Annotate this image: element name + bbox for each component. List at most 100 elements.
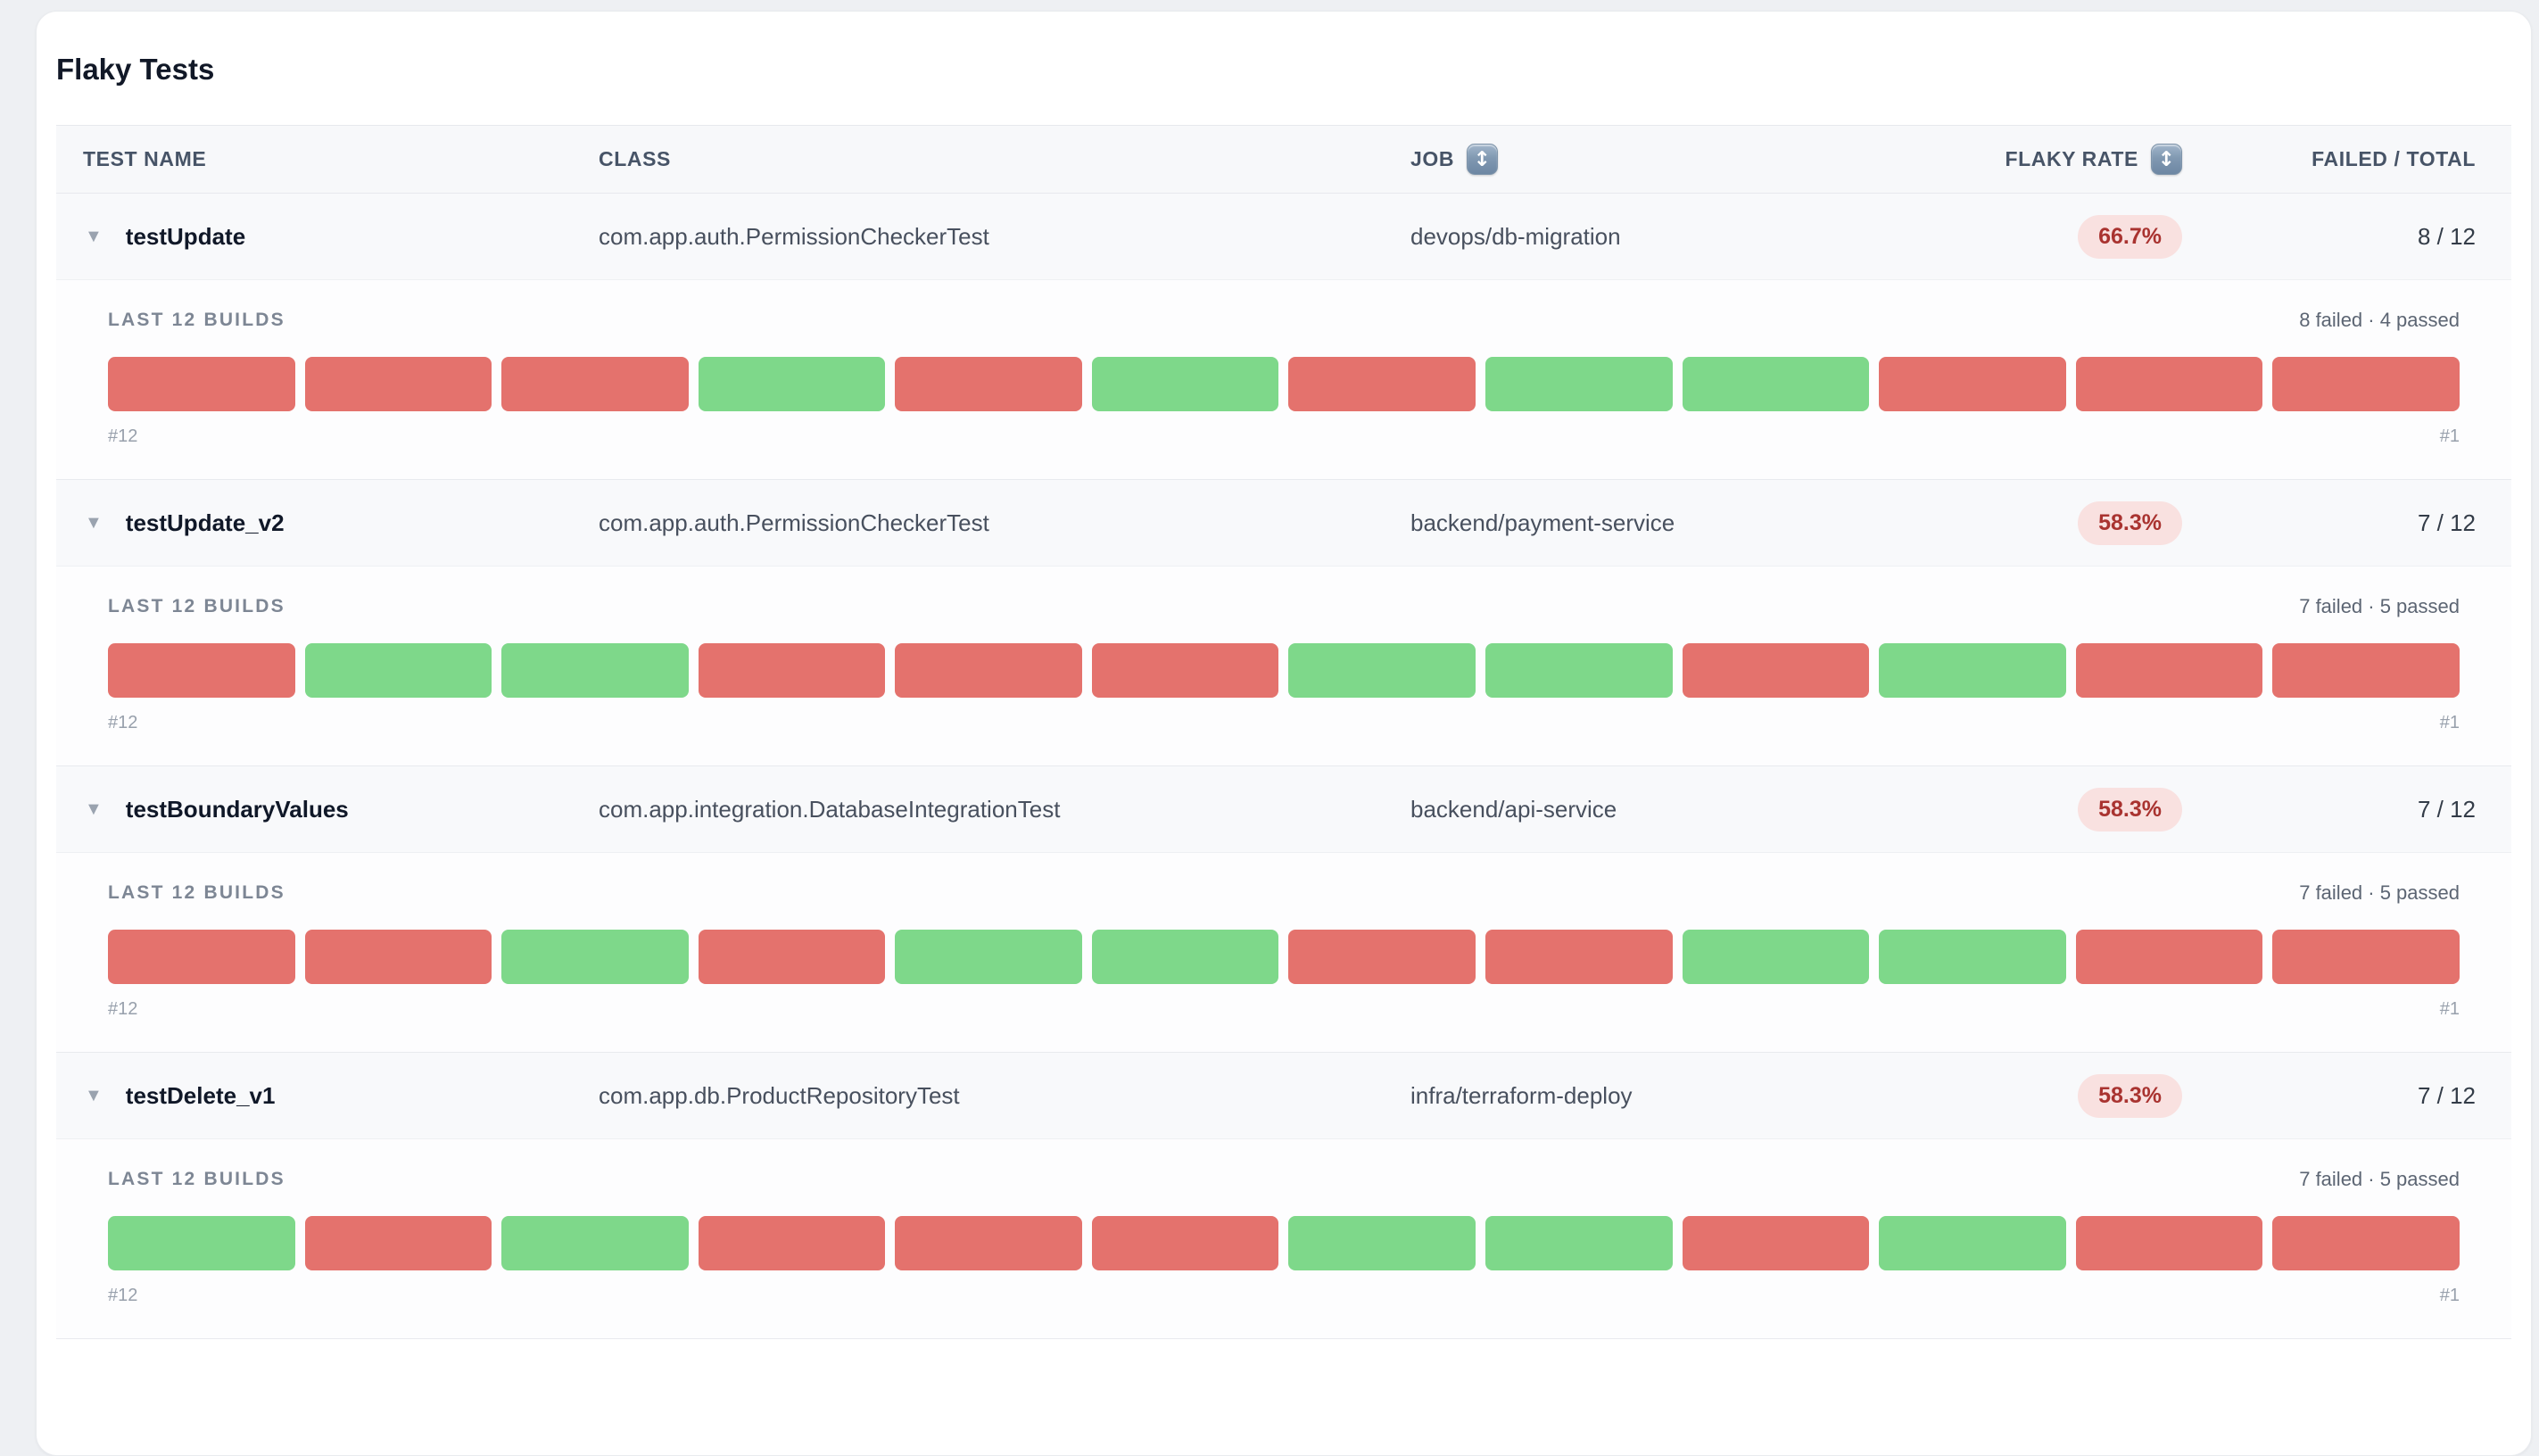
build-history-panel: LAST 12 BUILDS 7 failed · 5 passed #12 #…	[56, 853, 2511, 1053]
collapse-caret-icon[interactable]: ▼	[85, 227, 103, 246]
test-name: testBoundaryValues	[125, 795, 349, 823]
build-bar-passed[interactable]	[1091, 930, 1279, 984]
flaky-rate-badge: 58.3%	[2078, 787, 2182, 831]
build-bar-passed[interactable]	[501, 1216, 689, 1270]
build-bar-failed[interactable]	[501, 357, 689, 411]
job-name: backend/api-service	[1410, 795, 1617, 823]
build-bars	[108, 930, 2460, 984]
column-header-job[interactable]: JOB ↕	[1384, 144, 1892, 175]
sort-icon[interactable]: ↕	[1467, 144, 1499, 175]
flaky-tests-card: Flaky Tests TEST NAME CLASS JOB ↕ FLAKY …	[36, 11, 2532, 1456]
first-build-number: #12	[108, 713, 138, 732]
last-build-number: #1	[2439, 999, 2460, 1019]
test-class: com.app.auth.PermissionCheckerTest	[599, 509, 989, 536]
flaky-rate-badge: 66.7%	[2078, 214, 2182, 259]
last-build-number: #1	[2439, 426, 2460, 446]
test-name: testUpdate_v2	[125, 509, 285, 536]
build-bar-failed[interactable]	[2272, 643, 2460, 698]
table-header-row: TEST NAME CLASS JOB ↕ FLAKY RATE ↕ FAILE…	[56, 125, 2511, 194]
failed-total-value: 7 / 12	[2417, 1081, 2476, 1109]
build-bar-passed[interactable]	[1879, 643, 2066, 698]
history-summary: 7 failed · 5 passed	[2299, 595, 2460, 617]
build-bar-passed[interactable]	[698, 357, 886, 411]
build-bar-passed[interactable]	[1288, 643, 1476, 698]
column-header-test-name: TEST NAME	[56, 147, 572, 171]
build-bar-failed[interactable]	[2075, 1216, 2263, 1270]
history-label: LAST 12 BUILDS	[108, 1169, 285, 1189]
build-bar-passed[interactable]	[1288, 1216, 1476, 1270]
build-bar-passed[interactable]	[1485, 1216, 1673, 1270]
build-bar-passed[interactable]	[1879, 930, 2066, 984]
build-bar-passed[interactable]	[895, 930, 1082, 984]
collapse-caret-icon[interactable]: ▼	[85, 513, 103, 533]
collapse-caret-icon[interactable]: ▼	[85, 1086, 103, 1105]
build-bar-failed[interactable]	[2075, 930, 2263, 984]
history-summary: 7 failed · 5 passed	[2299, 881, 2460, 904]
build-bar-failed[interactable]	[895, 1216, 1082, 1270]
table-row[interactable]: ▼ testDelete_v1 com.app.db.ProductReposi…	[56, 1053, 2511, 1139]
build-bar-failed[interactable]	[108, 357, 295, 411]
column-header-label: JOB	[1410, 147, 1455, 170]
build-bars	[108, 357, 2460, 411]
history-label: LAST 12 BUILDS	[108, 310, 285, 330]
build-bar-passed[interactable]	[1682, 357, 1870, 411]
build-bar-passed[interactable]	[304, 643, 492, 698]
last-build-number: #1	[2439, 713, 2460, 732]
build-bar-failed[interactable]	[1091, 1216, 1279, 1270]
build-bar-failed[interactable]	[895, 357, 1082, 411]
test-name: testDelete_v1	[125, 1081, 276, 1109]
test-name: testUpdate	[125, 222, 246, 250]
build-bar-failed[interactable]	[2272, 1216, 2460, 1270]
build-bar-failed[interactable]	[698, 643, 886, 698]
collapse-caret-icon[interactable]: ▼	[85, 799, 103, 819]
first-build-number: #12	[108, 1286, 138, 1305]
build-bar-passed[interactable]	[1682, 930, 1870, 984]
build-bar-passed[interactable]	[108, 1216, 295, 1270]
build-bar-failed[interactable]	[304, 1216, 492, 1270]
build-bar-failed[interactable]	[1682, 643, 1870, 698]
table-row[interactable]: ▼ testUpdate_v2 com.app.auth.PermissionC…	[56, 480, 2511, 567]
build-bar-failed[interactable]	[895, 643, 1082, 698]
build-bar-failed[interactable]	[1485, 930, 1673, 984]
test-class: com.app.auth.PermissionCheckerTest	[599, 222, 989, 250]
column-header-flaky-rate[interactable]: FLAKY RATE ↕	[1892, 144, 2182, 175]
build-bar-passed[interactable]	[501, 643, 689, 698]
failed-total-value: 8 / 12	[2417, 222, 2476, 250]
job-name: infra/terraform-deploy	[1410, 1081, 1633, 1109]
build-bar-passed[interactable]	[1879, 1216, 2066, 1270]
build-bar-failed[interactable]	[698, 1216, 886, 1270]
build-bar-failed[interactable]	[304, 930, 492, 984]
build-bar-failed[interactable]	[2075, 643, 2263, 698]
build-bar-failed[interactable]	[1682, 1216, 1870, 1270]
test-row-block: ▼ testUpdate_v2 com.app.auth.PermissionC…	[56, 480, 2511, 766]
history-summary: 8 failed · 4 passed	[2299, 309, 2460, 331]
build-history-panel: LAST 12 BUILDS 7 failed · 5 passed #12 #…	[56, 567, 2511, 766]
build-bar-failed[interactable]	[2075, 357, 2263, 411]
page-title: Flaky Tests	[56, 53, 215, 86]
build-bar-failed[interactable]	[304, 357, 492, 411]
build-bar-failed[interactable]	[2272, 930, 2460, 984]
history-label: LAST 12 BUILDS	[108, 882, 285, 903]
first-build-number: #12	[108, 426, 138, 446]
build-bar-failed[interactable]	[698, 930, 886, 984]
build-bar-failed[interactable]	[1879, 357, 2066, 411]
build-bar-passed[interactable]	[501, 930, 689, 984]
build-bar-failed[interactable]	[108, 643, 295, 698]
build-bar-failed[interactable]	[1288, 357, 1476, 411]
build-bar-passed[interactable]	[1091, 357, 1279, 411]
failed-total-value: 7 / 12	[2417, 509, 2476, 536]
flaky-tests-table: TEST NAME CLASS JOB ↕ FLAKY RATE ↕ FAILE…	[56, 125, 2511, 1339]
build-bar-failed[interactable]	[2272, 357, 2460, 411]
build-bar-failed[interactable]	[1288, 930, 1476, 984]
table-row[interactable]: ▼ testBoundaryValues com.app.integration…	[56, 766, 2511, 853]
build-history-panel: LAST 12 BUILDS 7 failed · 5 passed #12 #…	[56, 1139, 2511, 1339]
build-bar-failed[interactable]	[108, 930, 295, 984]
sort-icon[interactable]: ↕	[2151, 144, 2182, 175]
build-bar-passed[interactable]	[1485, 357, 1673, 411]
build-bars	[108, 643, 2460, 698]
table-row[interactable]: ▼ testUpdate com.app.auth.PermissionChec…	[56, 194, 2511, 280]
build-bar-passed[interactable]	[1485, 643, 1673, 698]
build-bar-failed[interactable]	[1091, 643, 1279, 698]
test-class: com.app.db.ProductRepositoryTest	[599, 1081, 960, 1109]
build-history-panel: LAST 12 BUILDS 8 failed · 4 passed #12 #…	[56, 280, 2511, 480]
